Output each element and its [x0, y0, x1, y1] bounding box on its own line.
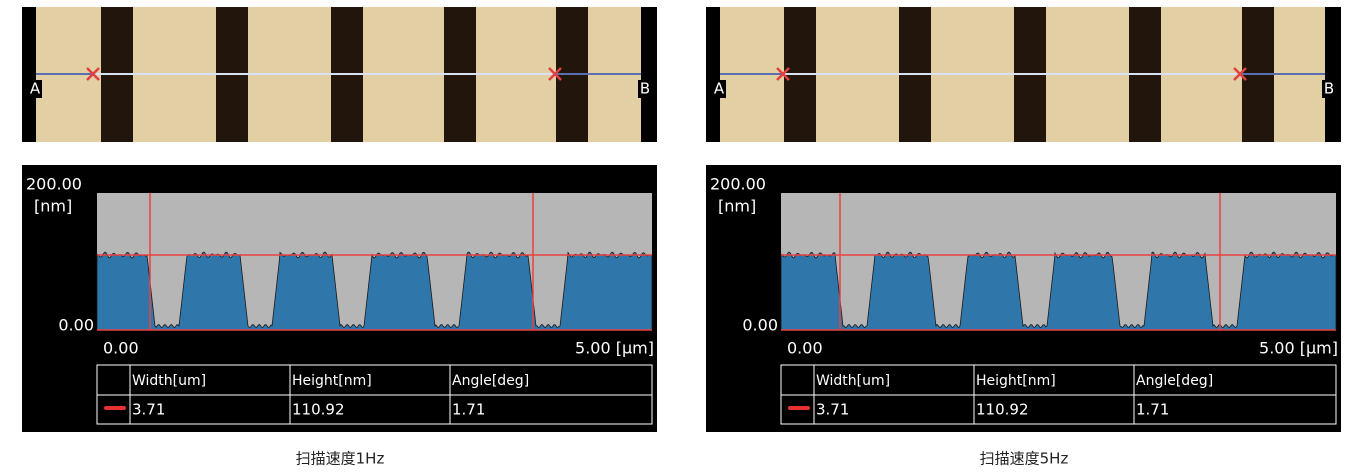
end-label: B	[1324, 80, 1334, 98]
panel: A B 200.00 [nm] 0.00 0.00 5.00 [µm] Width[um] He…	[706, 7, 1341, 468]
x-max-label: 5.00 [µm]	[1259, 339, 1338, 358]
table-cell: 110.92	[292, 401, 345, 419]
series-swatch	[104, 406, 126, 410]
series-swatch	[788, 406, 810, 410]
screen: A B 200.00 [nm] 0.00 0.00 5.00 [µm] Width[um] He…	[0, 0, 1365, 472]
table-header: Angle[deg]	[1136, 373, 1213, 389]
y-max-label: 200.00	[26, 175, 82, 194]
table-cell: 3.71	[816, 401, 849, 419]
x-min-label: 0.00	[787, 339, 823, 358]
y-max-label: 200.00	[710, 175, 766, 194]
caption: 扫描速度1Hz	[296, 450, 385, 468]
y-unit: [nm]	[718, 197, 756, 216]
table-header: Width[um]	[816, 373, 890, 389]
table-cell: 3.71	[132, 401, 165, 419]
table-cell: 1.71	[452, 401, 485, 419]
x-min-label: 0.00	[103, 339, 139, 358]
table-cell: 1.71	[1136, 401, 1169, 419]
x-max-label: 5.00 [µm]	[575, 339, 654, 358]
caption: 扫描速度5Hz	[980, 450, 1069, 468]
table-header: Height[nm]	[292, 373, 372, 389]
y-unit: [nm]	[34, 197, 72, 216]
start-label: A	[714, 80, 725, 98]
y-min-label: 0.00	[742, 316, 778, 335]
table-cell: 110.92	[976, 401, 1029, 419]
panel: A B 200.00 [nm] 0.00 0.00 5.00 [µm] Width[um] He…	[22, 7, 657, 468]
table-header: Angle[deg]	[452, 373, 529, 389]
table-header: Width[um]	[132, 373, 206, 389]
table-header: Height[nm]	[976, 373, 1056, 389]
end-label: B	[640, 80, 650, 98]
y-min-label: 0.00	[58, 316, 94, 335]
start-label: A	[30, 80, 41, 98]
